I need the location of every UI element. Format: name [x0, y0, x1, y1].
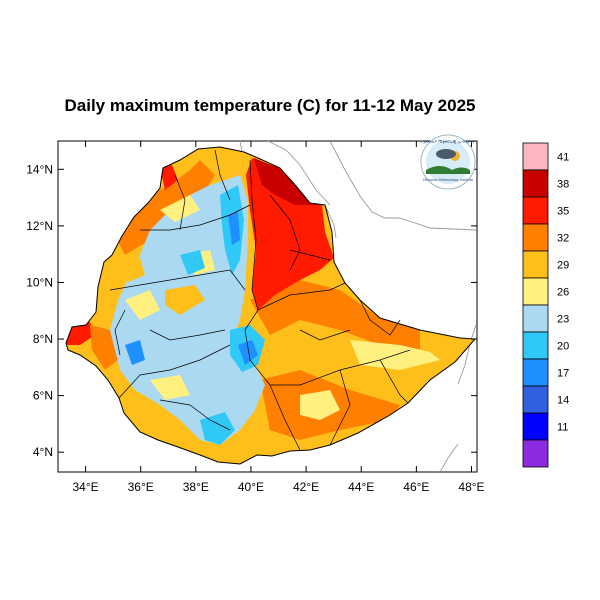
neighbor-borders — [239, 140, 477, 473]
logo-cloud-icon — [436, 149, 456, 159]
country-outline — [65, 146, 477, 465]
colorbar-label: 20 — [557, 341, 569, 353]
x-tick-label: 36°E — [128, 480, 154, 494]
zone-core-cooler-4 — [180, 250, 205, 275]
x-axis: 34°E 36°E 38°E 40°E 42°E 44°E 46°E 48°E — [72, 141, 485, 494]
y-tick-label: 8°N — [33, 332, 53, 346]
x-tick-label: 38°E — [183, 480, 209, 494]
region-border-9 — [269, 384, 301, 451]
region-border-11 — [379, 359, 409, 404]
region-border-7 — [174, 174, 186, 231]
region-border-6 — [140, 204, 251, 231]
y-tick-label: 4°N — [33, 445, 53, 459]
colorbar-label: 35 — [557, 206, 569, 218]
region-border-2 — [257, 282, 346, 311]
kenya-somalia-border — [439, 443, 459, 473]
zone-northwest-orange — [112, 160, 215, 255]
y-axis: 14°N 12°N 10°N 8°N 6°N 4°N — [26, 162, 477, 459]
zone-north-tip-red — [160, 165, 178, 190]
colorbar-label: 17 — [557, 368, 569, 380]
y-tick-label: 10°N — [26, 275, 53, 289]
zone-highlands-yellow-4 — [160, 195, 200, 222]
zone-highlands-yellow-1 — [125, 290, 160, 320]
colorbar-label: 29 — [557, 260, 569, 272]
zone-highlands-orange-1 — [165, 285, 205, 315]
region-border-15 — [289, 249, 331, 261]
zone-highlands-yellow-2 — [150, 375, 190, 400]
logo-ground — [426, 166, 470, 174]
logo-lettering-bottom: Ethiopian Meteorology Institute — [423, 178, 473, 182]
zone-afar-red — [246, 158, 334, 310]
colorbar-label: 23 — [557, 314, 569, 326]
colorbar-swatch — [522, 169, 549, 198]
region-border-12 — [149, 329, 226, 341]
region-border-10 — [329, 369, 351, 446]
zone-core-cold-1 — [238, 340, 258, 365]
logo-lettering-top: የኢትዮጵያ ሜቲዎሮሎጂ ኢንስቲትዩት — [421, 139, 475, 144]
djibouti-border — [324, 204, 337, 239]
red-sea-coast — [267, 140, 331, 206]
colorbar-swatch — [522, 304, 549, 333]
x-tick-label: 42°E — [293, 480, 319, 494]
y-tick-label: 12°N — [26, 219, 53, 233]
colorbar-swatch — [522, 196, 549, 225]
y-tick-label: 14°N — [26, 162, 53, 176]
region-border-16 — [114, 309, 126, 356]
colorbar-label: 11 — [557, 422, 568, 434]
region-border-18 — [299, 329, 351, 341]
institute-logo: የኢትዮጵያ ሜቲዎሮሎጂ ኢንስቲትዩት Ethiopian Meteorol… — [420, 134, 476, 190]
x-tick-label: 34°E — [72, 480, 98, 494]
region-border-3 — [244, 309, 411, 386]
colorbar-label: 26 — [557, 287, 569, 299]
colorbar-label: 41 — [557, 152, 569, 164]
colorbar-swatch — [522, 358, 549, 387]
colorbar-swatch — [522, 439, 549, 468]
sudan-eritrea-border — [239, 140, 243, 153]
region-border-8 — [214, 149, 231, 201]
map-title: Daily maximum temperature (C) for 11-12 … — [64, 96, 475, 115]
x-tick-label: 44°E — [348, 480, 374, 494]
colorbar-legend: 41 38 35 32 29 26 23 20 17 14 11 — [522, 142, 569, 468]
colorbar-swatch — [522, 142, 549, 171]
region-border-1 — [249, 159, 259, 311]
region-border-13 — [159, 399, 231, 431]
region-border-4 — [118, 344, 231, 399]
somalia-coast — [457, 324, 477, 385]
x-tick-label: 46°E — [403, 480, 429, 494]
colorbar-swatch — [522, 331, 549, 360]
region-border-14 — [269, 194, 301, 271]
colorbar-swatch — [522, 385, 549, 414]
region-border-17 — [359, 299, 401, 336]
gulf-coast-north — [329, 140, 477, 231]
zone-core-cooler-3 — [200, 412, 235, 445]
y-tick-label: 6°N — [33, 389, 53, 403]
x-tick-label: 48°E — [458, 480, 484, 494]
colorbar-label: 38 — [557, 179, 569, 191]
colorbar-swatch — [522, 277, 549, 306]
colorbar-swatch — [522, 412, 549, 441]
zone-southeast-yellow — [300, 390, 340, 420]
colorbar-label: 14 — [557, 395, 569, 407]
colorbar-swatch — [522, 223, 549, 252]
colorbar-swatch — [522, 250, 549, 279]
zone-east-orange — [250, 280, 420, 350]
colorbar-label: 32 — [557, 233, 569, 245]
zone-west-orange — [90, 325, 118, 370]
zone-core-cold-3 — [125, 340, 145, 365]
zone-core-cold-2 — [228, 212, 240, 245]
region-border-5 — [109, 269, 246, 291]
admin-borders — [65, 146, 477, 465]
x-tick-label: 40°E — [238, 480, 264, 494]
zone-highlands-orange-2 — [120, 258, 145, 282]
